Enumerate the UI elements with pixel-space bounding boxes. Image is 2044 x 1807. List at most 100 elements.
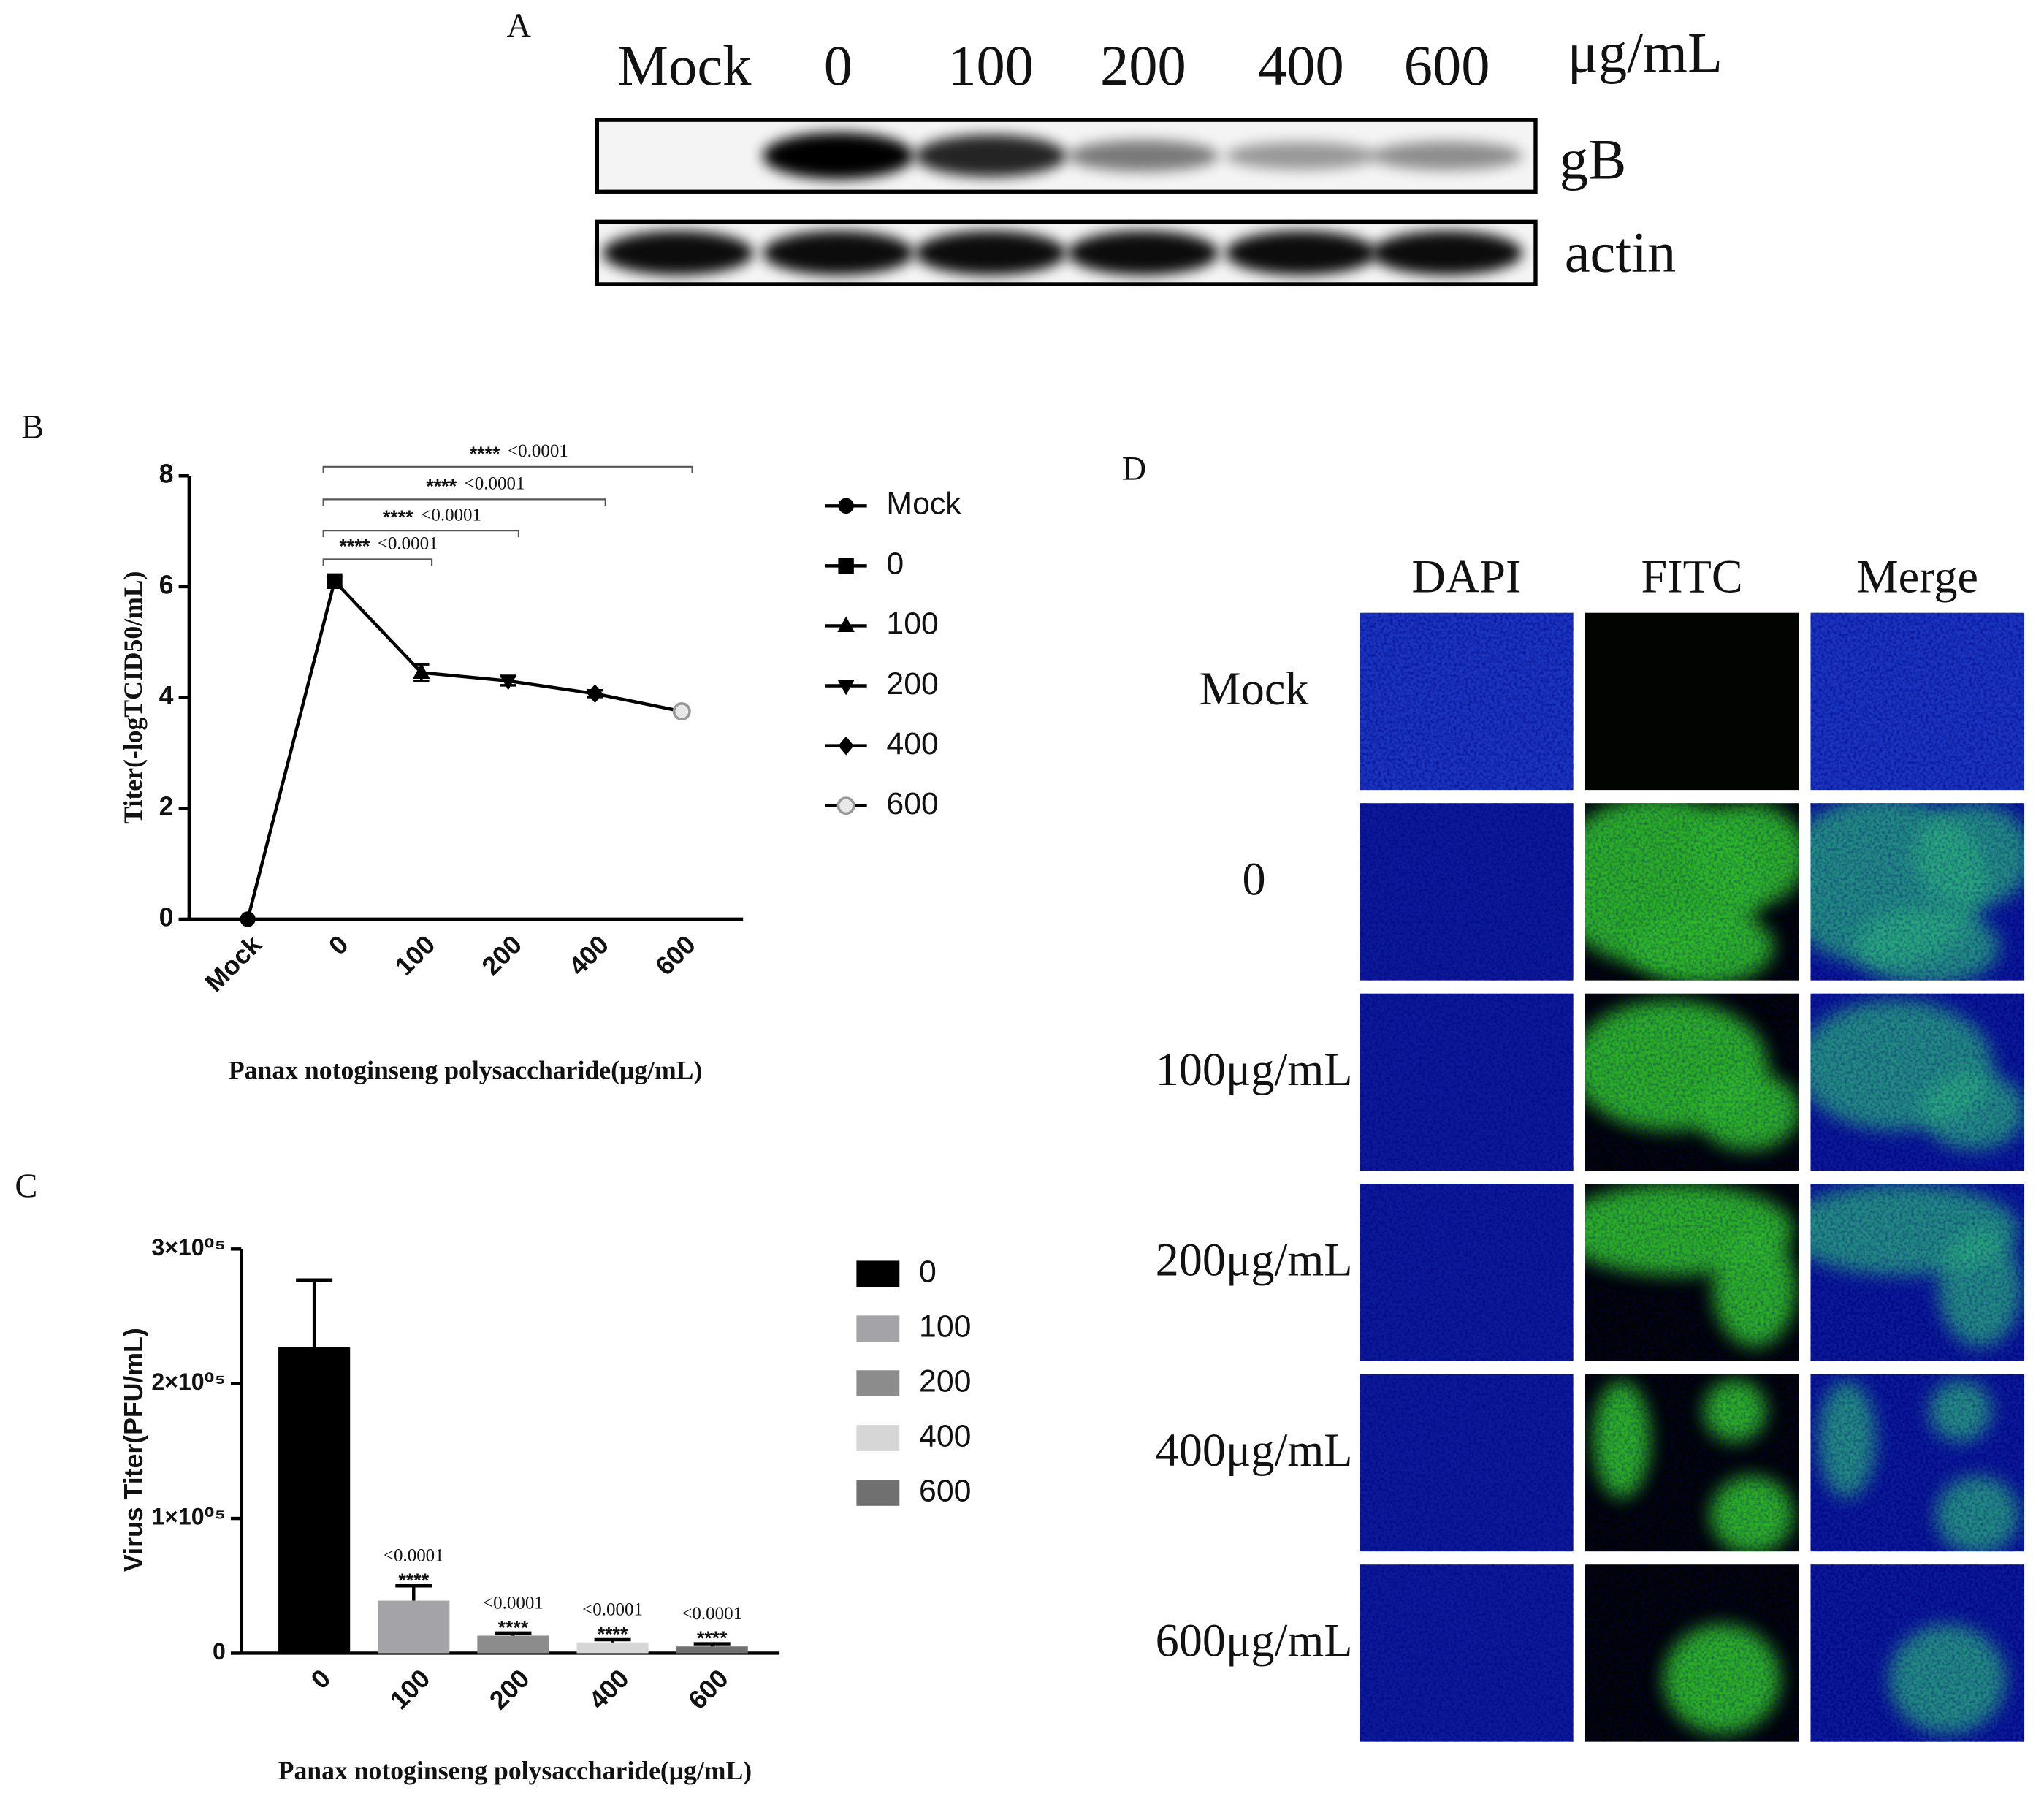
p-value: <0.0001 [483,1593,544,1613]
p-value: <0.0001 [465,473,525,493]
significance-stars: **** [470,443,500,465]
cell-texture [1810,1374,2025,1552]
x-tick-label: 400 [563,929,614,981]
comparison-bracket [322,530,519,538]
error-bar [693,1642,731,1647]
cell-texture [1585,1184,1799,1361]
column-label: Merge [1857,551,1978,603]
p-value: <0.0001 [384,1546,444,1566]
significance-stars: **** [598,1624,628,1646]
x-tick-label: 600 [650,929,701,981]
cell-texture [1585,803,1799,981]
band [1067,140,1219,172]
legend-label: 200 [919,1363,971,1399]
marker [837,679,855,696]
error-bar [395,1584,432,1601]
lane-label: 100 [947,34,1034,97]
cell-texture [1585,1374,1799,1552]
row-label: 200μg/mL [1156,1233,1353,1285]
legend-label: 0 [886,547,904,582]
panel-label: A [507,7,532,45]
legend-label: 0 [919,1255,937,1290]
legend-label: 200 [886,666,938,701]
band [1067,230,1219,275]
data-line [245,577,682,920]
bar [378,1600,450,1654]
legend-label: 400 [886,726,938,761]
significance-stars: **** [398,1570,429,1591]
p-value: <0.0001 [582,1599,643,1619]
band [762,230,914,275]
bar [576,1642,649,1654]
marker [413,663,430,680]
y-axis-label: Virus Titer(PFU/mL) [119,1328,148,1572]
micrograph [1810,1374,2025,1552]
lane-label: Mock [617,34,752,97]
micrograph [1585,1374,1799,1552]
x-tick-label: 600 [682,1664,733,1715]
marker [838,498,854,514]
row-label: actin [1565,220,1677,284]
cell-texture [1810,612,2025,791]
legend-label: 100 [886,606,938,642]
panel-label: C [15,1168,37,1205]
p-value: <0.0001 [378,534,438,554]
band [915,230,1067,275]
bar [278,1347,351,1654]
comparison-bracket [322,558,433,566]
marker [240,911,256,927]
y-tick-label: 2 [159,792,174,821]
significance-stars: **** [383,506,413,528]
micrograph [1810,612,2025,791]
significance-stars: **** [340,535,370,557]
band [1225,142,1377,170]
comparison-bracket [322,498,606,506]
error-bar [495,1631,532,1636]
cell-texture [1810,993,2025,1171]
y-tick-label: 1×10⁰⁵ [151,1504,225,1530]
x-tick-label: 100 [384,1664,435,1715]
lane-label: 0 [824,34,853,97]
y-tick-label: 3×10⁰⁵ [151,1234,225,1260]
significance-stars: **** [426,475,457,497]
marker [838,558,854,574]
bar [477,1635,549,1654]
micrograph [1360,612,1574,791]
y-tick-label: 0 [159,902,174,932]
legend-label: Mock [886,487,961,522]
row-label: 100μg/mL [1156,1043,1353,1095]
legend-swatch [856,1425,900,1451]
x-tick-label: 0 [323,929,354,960]
cell-texture [1360,1184,1574,1361]
x-tick-label: 400 [583,1664,634,1715]
cell-texture [1585,993,1799,1171]
micrograph [1585,612,1799,791]
micrograph [1360,1564,1574,1742]
x-tick-label: 200 [476,929,527,981]
cell-texture [1360,1374,1574,1552]
marker [837,616,855,633]
row-label: 0 [1243,853,1266,905]
marker [838,736,854,756]
x-tick-label: 200 [484,1664,535,1715]
comparison-bracket [322,465,693,473]
cell-texture [1360,612,1574,791]
band [915,134,1067,178]
cell-texture [1810,1184,2025,1361]
legend-label: 100 [919,1309,971,1344]
y-axis-label: Titer(-logTCID50/mL) [118,571,148,824]
cell-texture [1810,803,2025,981]
x-axis-label: Panax notoginseng polysaccharide(μg/mL) [229,1056,702,1085]
cell-texture [1585,1564,1799,1742]
legend-swatch [856,1315,900,1342]
error-bar [594,1637,631,1643]
column-label: FITC [1641,551,1743,603]
micrograph [1585,1564,1799,1742]
significance-stars: **** [697,1627,728,1649]
cell-texture [1360,993,1574,1171]
band [1371,141,1523,170]
marker [327,573,343,590]
y-tick-label: 8 [159,460,174,489]
micrograph [1585,993,1799,1171]
